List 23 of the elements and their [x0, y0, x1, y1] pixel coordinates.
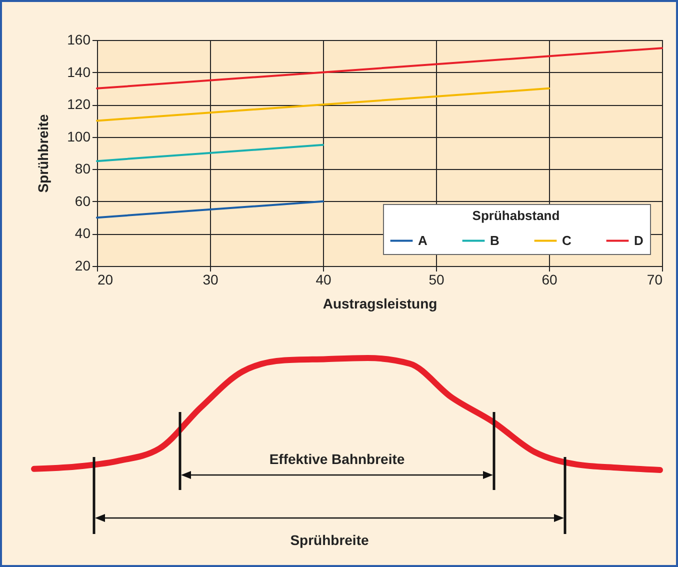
x-tick-label: 40 — [316, 272, 332, 288]
legend-label: C — [562, 232, 572, 248]
y-tick-label: 40 — [74, 225, 91, 242]
x-tick-label: 20 — [98, 272, 114, 288]
legend-label: A — [418, 232, 428, 248]
y-tick-label: 60 — [74, 192, 91, 209]
legend-label: D — [634, 232, 644, 248]
y-tick-label: 100 — [67, 128, 91, 144]
legend-title: Sprühabstand — [472, 208, 560, 223]
annotation: Effektive Bahnbreite — [269, 451, 405, 467]
y-axis-title: Sprühbreite — [35, 114, 52, 193]
x-tick-label: 30 — [202, 272, 218, 288]
y-tick-label: 160 — [67, 32, 91, 48]
y-tick-label: 80 — [74, 160, 91, 177]
x-tick-label: 70 — [646, 272, 663, 288]
y-tick-label: 20 — [74, 258, 91, 274]
legend-label: B — [490, 232, 500, 248]
text: Sprühbreite — [290, 532, 369, 548]
y-tick-label: 120 — [67, 96, 91, 112]
x-axis-title: Austragsleistung — [322, 296, 438, 312]
x-tick-label: 60 — [542, 272, 558, 288]
y-tick-label: 140 — [67, 64, 91, 80]
x-tick-label: 50 — [428, 272, 444, 288]
